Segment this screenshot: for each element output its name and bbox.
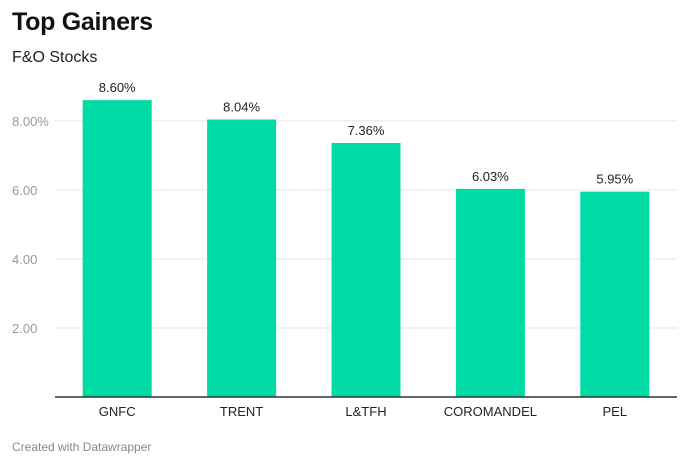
bar-value-label: 8.60% (99, 80, 136, 95)
chart-title: Top Gainers (12, 8, 153, 36)
y-tick-label: 4.00 (12, 252, 37, 267)
bar-value-label: 8.04% (223, 99, 260, 114)
label-layer: 8.60% GNFC 8.04% TRENT 7.36% L&TFH 6.03% COROMA… (55, 80, 677, 419)
bar-value-label: 5.95% (596, 172, 633, 187)
x-category-label: COROMANDEL (444, 404, 537, 419)
x-category-label: TRENT (220, 404, 263, 419)
bar (331, 142, 401, 397)
datawrapper-credit: Created with Datawrapper (12, 440, 152, 454)
bar (580, 191, 650, 397)
bar (207, 119, 277, 397)
x-category-label: GNFC (99, 404, 136, 419)
chart-subtitle: F&O Stocks (12, 49, 98, 66)
bar (455, 188, 525, 397)
bar-layer (82, 100, 650, 398)
x-category-label: PEL (603, 404, 628, 419)
y-tick-label: 2.00 (12, 321, 37, 336)
bar (82, 100, 152, 398)
x-category-label: L&TFH (345, 404, 386, 419)
y-tick-label: 6.00 (12, 183, 37, 198)
bar-value-label: 7.36% (348, 123, 385, 138)
y-tick-label: 8.00% (12, 114, 49, 129)
bar-value-label: 6.03% (472, 169, 509, 184)
